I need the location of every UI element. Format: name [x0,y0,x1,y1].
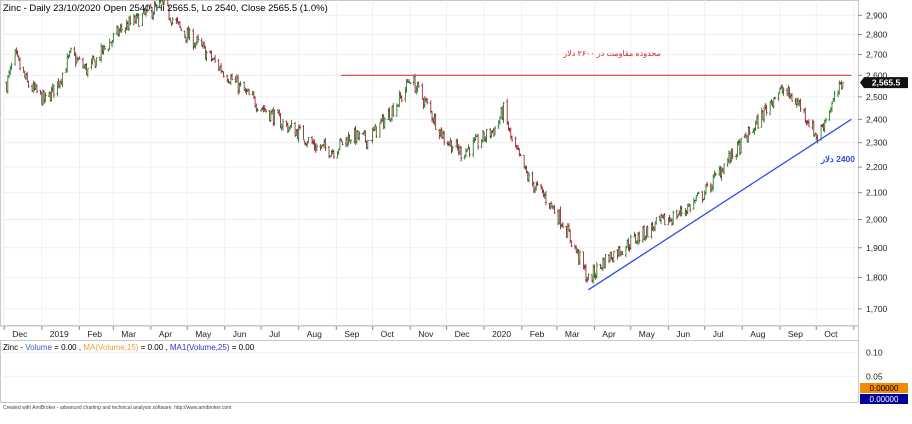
volume-legend-ma15-value: 0.00 [148,343,164,352]
x-tick-label: May [195,329,212,339]
volume-legend-prefix: Zinc - [3,343,25,352]
volume-legend-volume-name: Volume [25,343,52,352]
footer-credit: Created with AmiBroker - advanced charti… [3,405,231,411]
x-tick-label: Sep [344,329,359,339]
x-tick-label: 2019 [50,329,69,339]
y-tick-label: 2,300 [866,138,888,148]
x-tick-label: Oct [381,329,395,339]
volume-legend-ma15-name: MA(Volume,15) [83,343,138,352]
y-tick-label: 2,700 [866,50,888,60]
x-tick-label: Aug [307,329,322,339]
volume-legend-volume-value: 0.00 [61,343,77,352]
volume-tag-1-label: 0.00000 [870,384,899,393]
x-tick-label: Apr [159,329,172,339]
x-tick-label: Nov [418,329,434,339]
y-tick-label: 1,900 [866,243,888,253]
x-tick-label: Jul [713,329,724,339]
volume-legend-ma25-name: MA1(Volume,25) [170,343,230,352]
x-tick-label: Dec [455,329,471,339]
y-tick-label: 2,000 [866,215,888,225]
x-tick-label: May [639,329,656,339]
volume-legend-sep: = [141,343,148,352]
volume-tick-label: 0.10 [866,348,883,358]
volume-tag-2-label: 0.00000 [870,395,899,404]
chart-title: Zinc - Daily 23/10/2020 Open 2540, Hi 25… [3,3,328,14]
volume-axis: 0.10 0.05 [866,348,883,382]
y-tick-label: 1,700 [866,304,888,314]
x-tick-label: Feb [87,329,102,339]
volume-legend-sep: = [54,343,61,352]
x-tick-label: Mar [565,329,580,339]
support-label: 2400 دلار [820,154,855,165]
x-tick-label: 2020 [492,329,511,339]
y-tick-label: 2,200 [866,162,888,172]
x-tick-label: Mar [121,329,136,339]
x-tick-label: Oct [824,329,838,339]
last-price-tag: 2,565.5 [860,77,908,88]
resistance-label: محدوده مقاومت در ۲۶۰۰ دلار [562,49,661,58]
x-tick-label: Dec [12,329,28,339]
y-tick-label: 2,500 [866,92,888,102]
y-tick-label: 2,400 [866,114,888,124]
volume-tag-1: 0.00000 [860,383,908,393]
x-tick-label: Aug [750,329,765,339]
volume-legend: Zinc - Volume = 0.00 , MA(Volume,15) = 0… [3,343,255,352]
volume-legend-sep: = [232,343,239,352]
y-tick-label: 1,800 [866,272,888,282]
x-tick-label: Apr [602,329,615,339]
last-price-label: 2,565.5 [872,78,901,88]
volume-tick-label: 0.05 [866,371,883,381]
x-tick-label: Jun [233,329,247,339]
y-tick-label: 2,100 [866,188,888,198]
x-tick-label: Sep [788,329,803,339]
y-tick-label: 2,800 [866,30,888,40]
volume-legend-ma25-value: 0.00 [239,343,255,352]
x-tick-label: Jun [676,329,690,339]
x-tick-label: Feb [530,329,545,339]
price-axis: 1,700 1,800 1,900 2,000 2,100 2,200 2,300 2,400… [858,10,888,314]
x-tick-label: Jul [269,329,280,339]
y-tick-label: 2,900 [866,10,888,20]
volume-tag-2: 0.00000 [860,394,908,404]
